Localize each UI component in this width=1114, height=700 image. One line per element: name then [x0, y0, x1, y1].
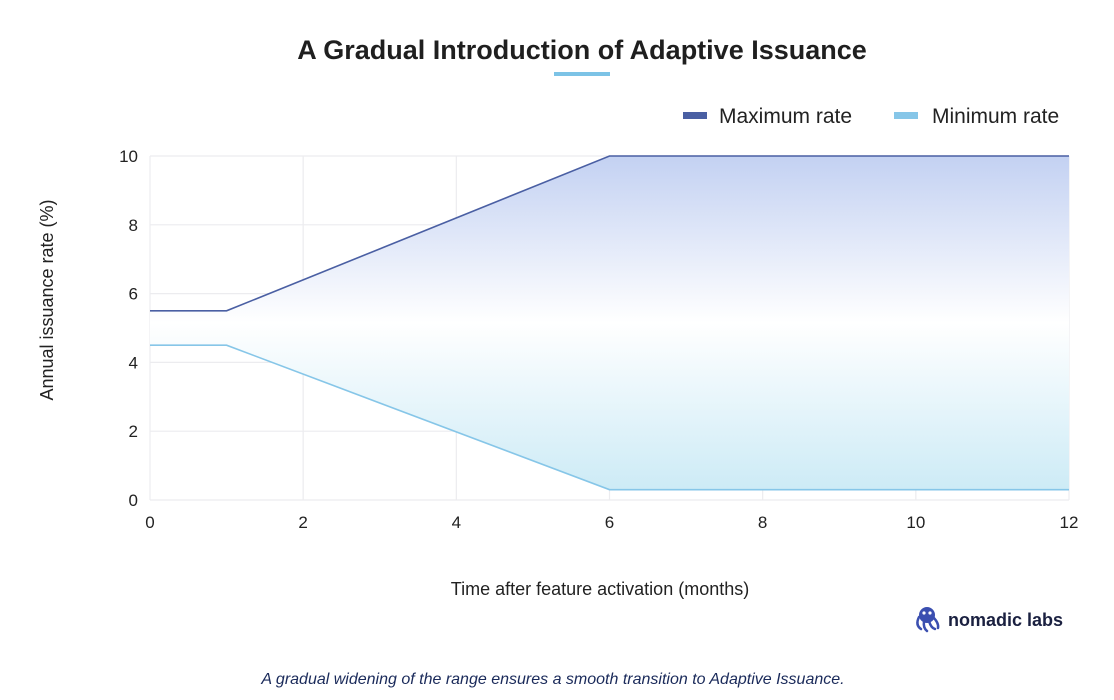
y-tick-label: 4 [129, 353, 138, 372]
x-axis-label: Time after feature activation (months) [451, 579, 749, 599]
y-tick-label: 10 [119, 147, 138, 166]
y-tick-label: 6 [129, 285, 138, 304]
range-band-area [150, 156, 1069, 490]
x-tick-label: 8 [758, 513, 767, 532]
legend-swatch-maximum-rate [683, 112, 707, 119]
y-tick-label: 2 [129, 422, 138, 441]
octopus-logo-icon [916, 607, 940, 633]
chart-caption: A gradual widening of the range ensures … [260, 671, 844, 688]
legend: Maximum rate Minimum rate [683, 105, 1059, 128]
chart-title: A Gradual Introduction of Adaptive Issua… [297, 35, 867, 65]
y-tick-label: 8 [129, 216, 138, 235]
x-axis-ticks: 0 2 4 6 8 10 12 [145, 513, 1078, 532]
y-tick-label: 0 [129, 491, 138, 510]
series-line-maximum-rate [150, 155, 1069, 312]
x-tick-label: 10 [906, 513, 925, 532]
legend-item-maximum-rate: Maximum rate [683, 105, 852, 128]
x-tick-label: 2 [298, 513, 307, 532]
x-tick-label: 0 [145, 513, 154, 532]
y-axis-label: Annual issuance rate (%) [37, 199, 57, 400]
brand: nomadic labs [916, 607, 1063, 633]
x-tick-label: 4 [452, 513, 461, 532]
brand-name: nomadic labs [948, 610, 1063, 630]
range-band [150, 156, 1069, 490]
legend-label-minimum-rate: Minimum rate [932, 105, 1059, 128]
series-line-minimum-rate [150, 344, 1069, 491]
legend-item-minimum-rate: Minimum rate [894, 105, 1059, 128]
title-accent-line [554, 72, 610, 76]
legend-swatch-minimum-rate [894, 112, 918, 119]
y-axis-ticks: 0 2 4 6 8 10 [119, 147, 138, 510]
x-tick-label: 12 [1060, 513, 1079, 532]
x-tick-label: 6 [605, 513, 614, 532]
series-lines [150, 155, 1069, 491]
legend-label-maximum-rate: Maximum rate [719, 105, 852, 128]
